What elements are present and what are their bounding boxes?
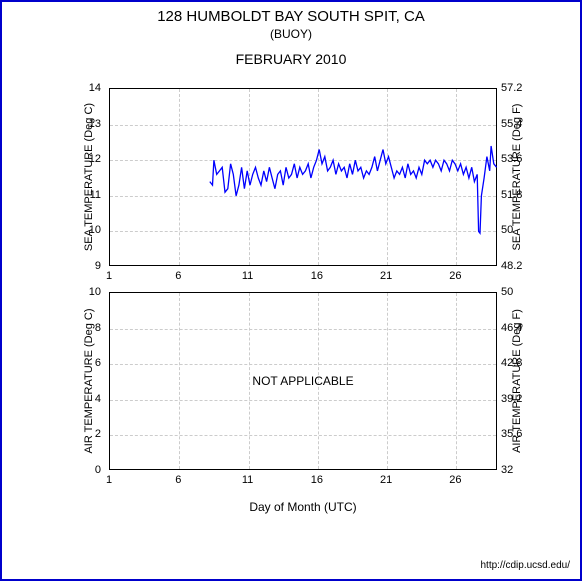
- y-tick-label-right: 51.8: [501, 189, 522, 201]
- chart-frame: 128 HUMBOLDT BAY SOUTH SPIT, CA (BUOY) F…: [0, 0, 582, 581]
- data-series: [110, 89, 498, 267]
- y-tick-label-right: 35.6: [501, 428, 522, 440]
- y-tick-label-left: 12: [89, 153, 101, 165]
- footer-url: http://cdip.ucsd.edu/: [480, 560, 570, 571]
- y-tick-label-left: 6: [95, 357, 101, 369]
- y-tick-label-left: 4: [95, 393, 101, 405]
- x-tick-label: 21: [380, 270, 392, 282]
- not-applicable-text: NOT APPLICABLE: [252, 374, 353, 388]
- y-tick-label-left: 0: [95, 464, 101, 476]
- grid-line: [387, 293, 388, 469]
- x-tick-label: 1: [106, 270, 112, 282]
- x-axis-label: Day of Month (UTC): [249, 500, 356, 514]
- y-tick-label-right: 39.2: [501, 393, 522, 405]
- x-tick-label: 16: [311, 270, 323, 282]
- grid-line: [249, 293, 250, 469]
- x-tick-label: 26: [449, 270, 461, 282]
- grid-line: [110, 329, 496, 330]
- grid-line: [456, 293, 457, 469]
- y-tick-label-right: 32: [501, 464, 513, 476]
- x-tick-label: 11: [242, 474, 253, 486]
- chart-subtitle: (BUOY): [2, 27, 580, 41]
- y-tick-label-left: 2: [95, 428, 101, 440]
- x-tick-label: 6: [175, 474, 181, 486]
- y-tick-label-right: 53.6: [501, 153, 522, 165]
- title-block: 128 HUMBOLDT BAY SOUTH SPIT, CA (BUOY) F…: [2, 8, 580, 67]
- y-tick-label-left: 8: [95, 322, 101, 334]
- sea-temp-plot: [109, 88, 497, 266]
- y-tick-label-right: 48.2: [501, 260, 522, 272]
- y-tick-label-right: 50: [501, 286, 513, 298]
- y-tick-label-right: 57.2: [501, 82, 522, 94]
- chart-title: 128 HUMBOLDT BAY SOUTH SPIT, CA: [2, 8, 580, 25]
- grid-line: [179, 293, 180, 469]
- grid-line: [110, 364, 496, 365]
- y-tick-label-left: 13: [89, 118, 101, 130]
- chart-date: FEBRUARY 2010: [2, 51, 580, 67]
- y-tick-label-left: 10: [89, 286, 101, 298]
- y-tick-label-left: 9: [95, 260, 101, 272]
- x-tick-label: 26: [449, 474, 461, 486]
- x-tick-label: 1: [106, 474, 112, 486]
- y-tick-label-right: 55.4: [501, 118, 522, 130]
- x-tick-label: 16: [311, 474, 323, 486]
- x-tick-label: 6: [175, 270, 181, 282]
- y-tick-label-right: 42.8: [501, 357, 522, 369]
- y-tick-label-right: 50: [501, 224, 513, 236]
- y-tick-label-left: 11: [90, 189, 101, 201]
- x-tick-label: 21: [380, 474, 392, 486]
- x-tick-label: 11: [242, 270, 253, 282]
- y-tick-label-left: 14: [89, 82, 101, 94]
- grid-line: [110, 400, 496, 401]
- y-tick-label-left: 10: [89, 224, 101, 236]
- air-temp-ylabel-left: AIR TEMPERATURE (Deg C): [83, 301, 95, 461]
- grid-line: [110, 435, 496, 436]
- y-tick-label-right: 46.4: [501, 322, 522, 334]
